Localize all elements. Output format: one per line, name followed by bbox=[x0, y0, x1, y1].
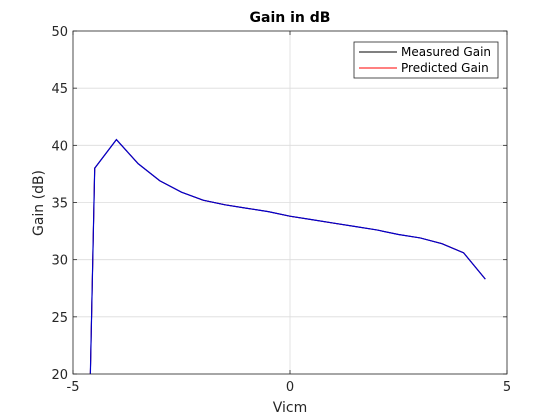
legend: Measured Gain Predicted Gain bbox=[353, 41, 499, 79]
legend-label-predicted-gain: Predicted Gain bbox=[401, 61, 489, 75]
x-tick-label: -5 bbox=[67, 380, 80, 395]
x-tick-label: 5 bbox=[503, 380, 511, 395]
series-lines bbox=[89, 138, 486, 374]
y-tick-label: 50 bbox=[51, 25, 68, 40]
y-tick-label: 20 bbox=[51, 368, 68, 383]
axis-ticks: -5 0 5 20 25 30 35 40 45 50 bbox=[51, 25, 511, 395]
y-tick-label: 35 bbox=[51, 197, 68, 212]
y-tick-label: 30 bbox=[51, 254, 68, 269]
y-tick-label: 25 bbox=[51, 311, 68, 326]
chart-title: Gain in dB bbox=[250, 10, 331, 26]
legend-label-measured-gain: Measured Gain bbox=[401, 45, 491, 59]
x-tick-label: 0 bbox=[286, 380, 294, 395]
y-tick-label: 45 bbox=[51, 82, 68, 97]
legend-box bbox=[353, 41, 499, 79]
y-tick-label: 40 bbox=[51, 139, 68, 154]
y-axis-label: Gain (dB) bbox=[31, 170, 47, 236]
series-overlap-line bbox=[89, 138, 486, 374]
x-axis-label: Vicm bbox=[273, 400, 308, 416]
